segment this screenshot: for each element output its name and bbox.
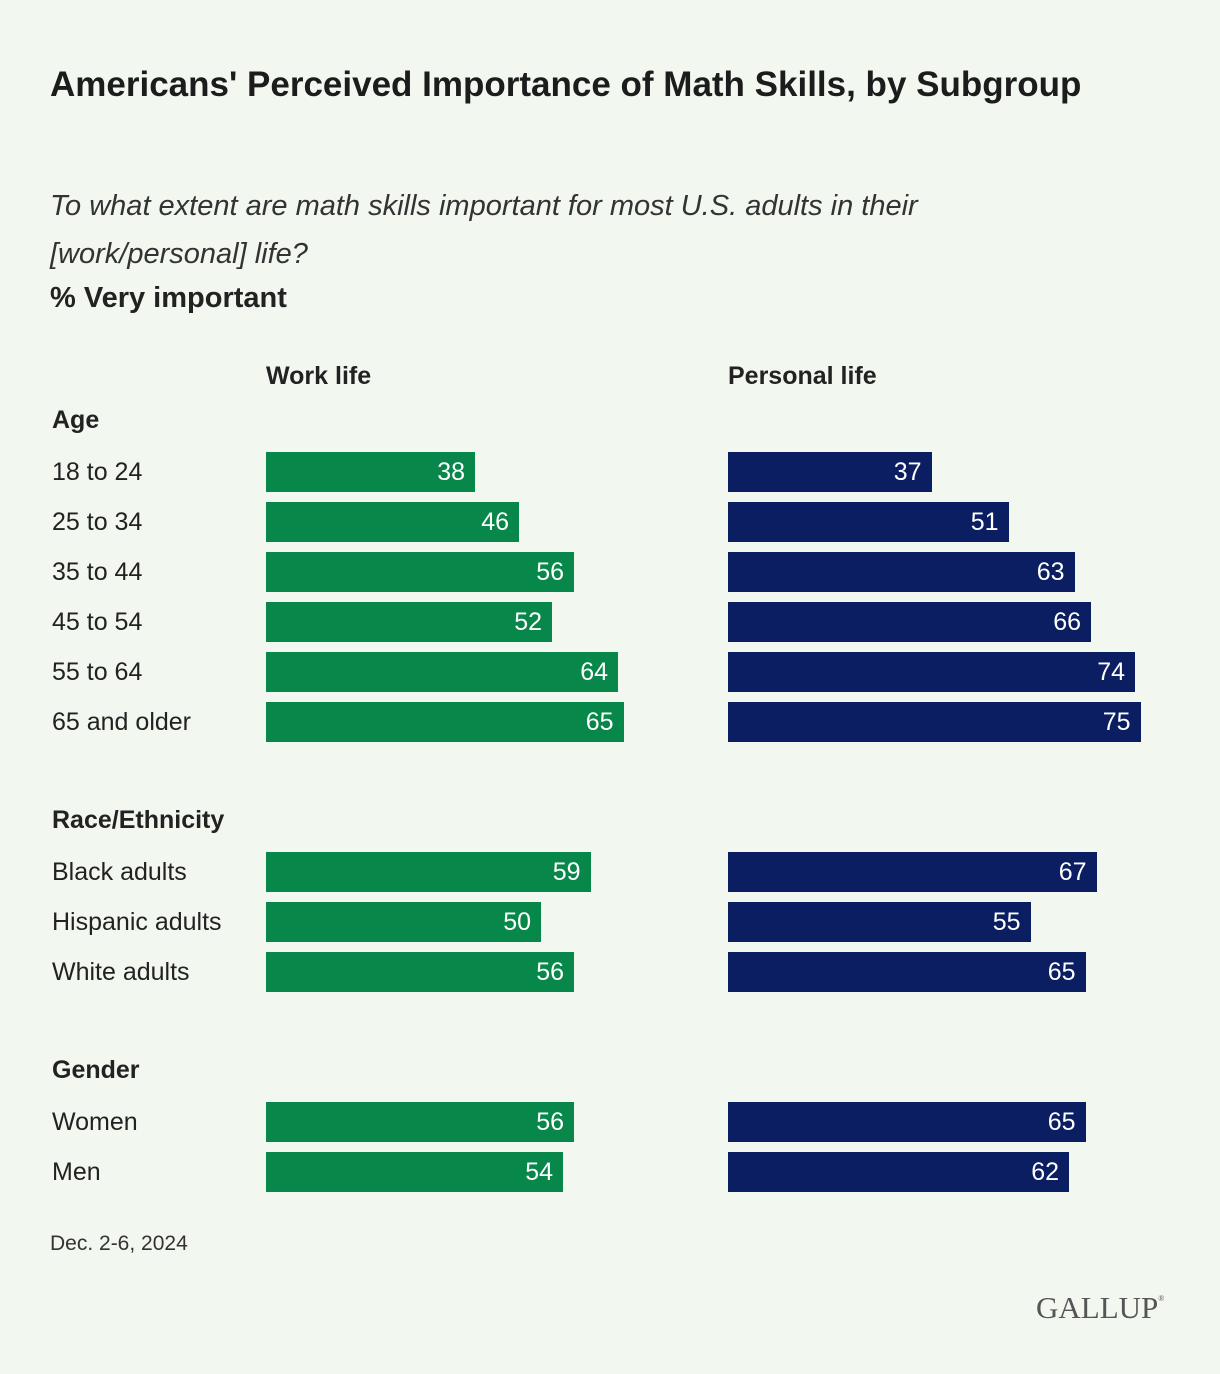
gallup-logo-text: GALLUP bbox=[1036, 1290, 1159, 1325]
data-label: 46 bbox=[481, 508, 509, 536]
row-label: 45 to 54 bbox=[52, 608, 143, 636]
row-label: 35 to 44 bbox=[52, 558, 143, 586]
data-label: 67 bbox=[1058, 858, 1087, 886]
bar-work-life bbox=[266, 602, 552, 642]
bar-personal-life bbox=[728, 502, 1009, 542]
data-label: 51 bbox=[970, 508, 999, 536]
row-label: 25 to 34 bbox=[52, 508, 143, 536]
data-label: 52 bbox=[514, 608, 542, 636]
bar-work-life bbox=[266, 852, 591, 892]
bar-personal-life bbox=[728, 1152, 1069, 1192]
data-label: 37 bbox=[893, 458, 922, 486]
row-label: Women bbox=[52, 1108, 138, 1136]
data-label: 65 bbox=[1047, 958, 1076, 986]
group-header: Race/Ethnicity bbox=[52, 806, 225, 834]
data-label: 62 bbox=[1031, 1158, 1059, 1186]
chart-title: Americans' Perceived Importance of Math … bbox=[50, 65, 1082, 104]
bar-personal-life bbox=[728, 652, 1135, 692]
gallup-logo: GALLUP® bbox=[1036, 1290, 1165, 1325]
row-label: Black adults bbox=[52, 858, 187, 886]
bar-work-life bbox=[266, 1102, 574, 1142]
bar-personal-life bbox=[728, 602, 1091, 642]
data-label: 56 bbox=[536, 1108, 564, 1136]
chart-subtitle: To what extent are math skills important… bbox=[50, 190, 918, 270]
bar-personal-life bbox=[728, 452, 932, 492]
bar-personal-life bbox=[728, 1102, 1086, 1142]
data-label: 55 bbox=[992, 908, 1021, 936]
bar-work-life bbox=[266, 1152, 563, 1192]
bar-work-life bbox=[266, 702, 624, 742]
row-label: 65 and older bbox=[52, 708, 192, 736]
data-label: 56 bbox=[536, 958, 564, 986]
survey-date: Dec. 2-6, 2024 bbox=[50, 1232, 188, 1255]
bar-work-life bbox=[266, 952, 574, 992]
data-label: 65 bbox=[585, 708, 614, 736]
data-label: 75 bbox=[1102, 708, 1131, 736]
row-label: Hispanic adults bbox=[52, 908, 222, 936]
data-label: 65 bbox=[1047, 1108, 1076, 1136]
data-label: 54 bbox=[525, 1158, 553, 1186]
data-label: 56 bbox=[536, 558, 564, 586]
bar-personal-life bbox=[728, 902, 1031, 942]
bar-personal-life bbox=[728, 552, 1075, 592]
row-label: White adults bbox=[52, 958, 190, 986]
group-header: Gender bbox=[52, 1056, 140, 1084]
bar-personal-life bbox=[728, 852, 1097, 892]
column-header-personal-life: Personal life bbox=[728, 362, 877, 390]
data-label: 50 bbox=[503, 908, 531, 936]
row-label: 55 to 64 bbox=[52, 658, 143, 686]
bar-work-life bbox=[266, 552, 574, 592]
data-label: 64 bbox=[580, 658, 608, 686]
column-header-work-life: Work life bbox=[266, 362, 372, 390]
data-label: 74 bbox=[1097, 658, 1125, 686]
data-label: 59 bbox=[552, 858, 581, 886]
row-label: 18 to 24 bbox=[52, 458, 143, 486]
bar-work-life bbox=[266, 502, 519, 542]
bar-personal-life bbox=[728, 702, 1141, 742]
data-label: 66 bbox=[1053, 608, 1081, 636]
bar-work-life bbox=[266, 452, 475, 492]
bar-personal-life bbox=[728, 952, 1086, 992]
measure-label: % Very important bbox=[50, 282, 287, 314]
bar-work-life bbox=[266, 902, 541, 942]
bar-work-life bbox=[266, 652, 618, 692]
row-label: Men bbox=[52, 1158, 101, 1186]
data-label: 63 bbox=[1036, 558, 1065, 586]
group-header: Age bbox=[52, 406, 100, 434]
data-label: 38 bbox=[437, 458, 465, 486]
